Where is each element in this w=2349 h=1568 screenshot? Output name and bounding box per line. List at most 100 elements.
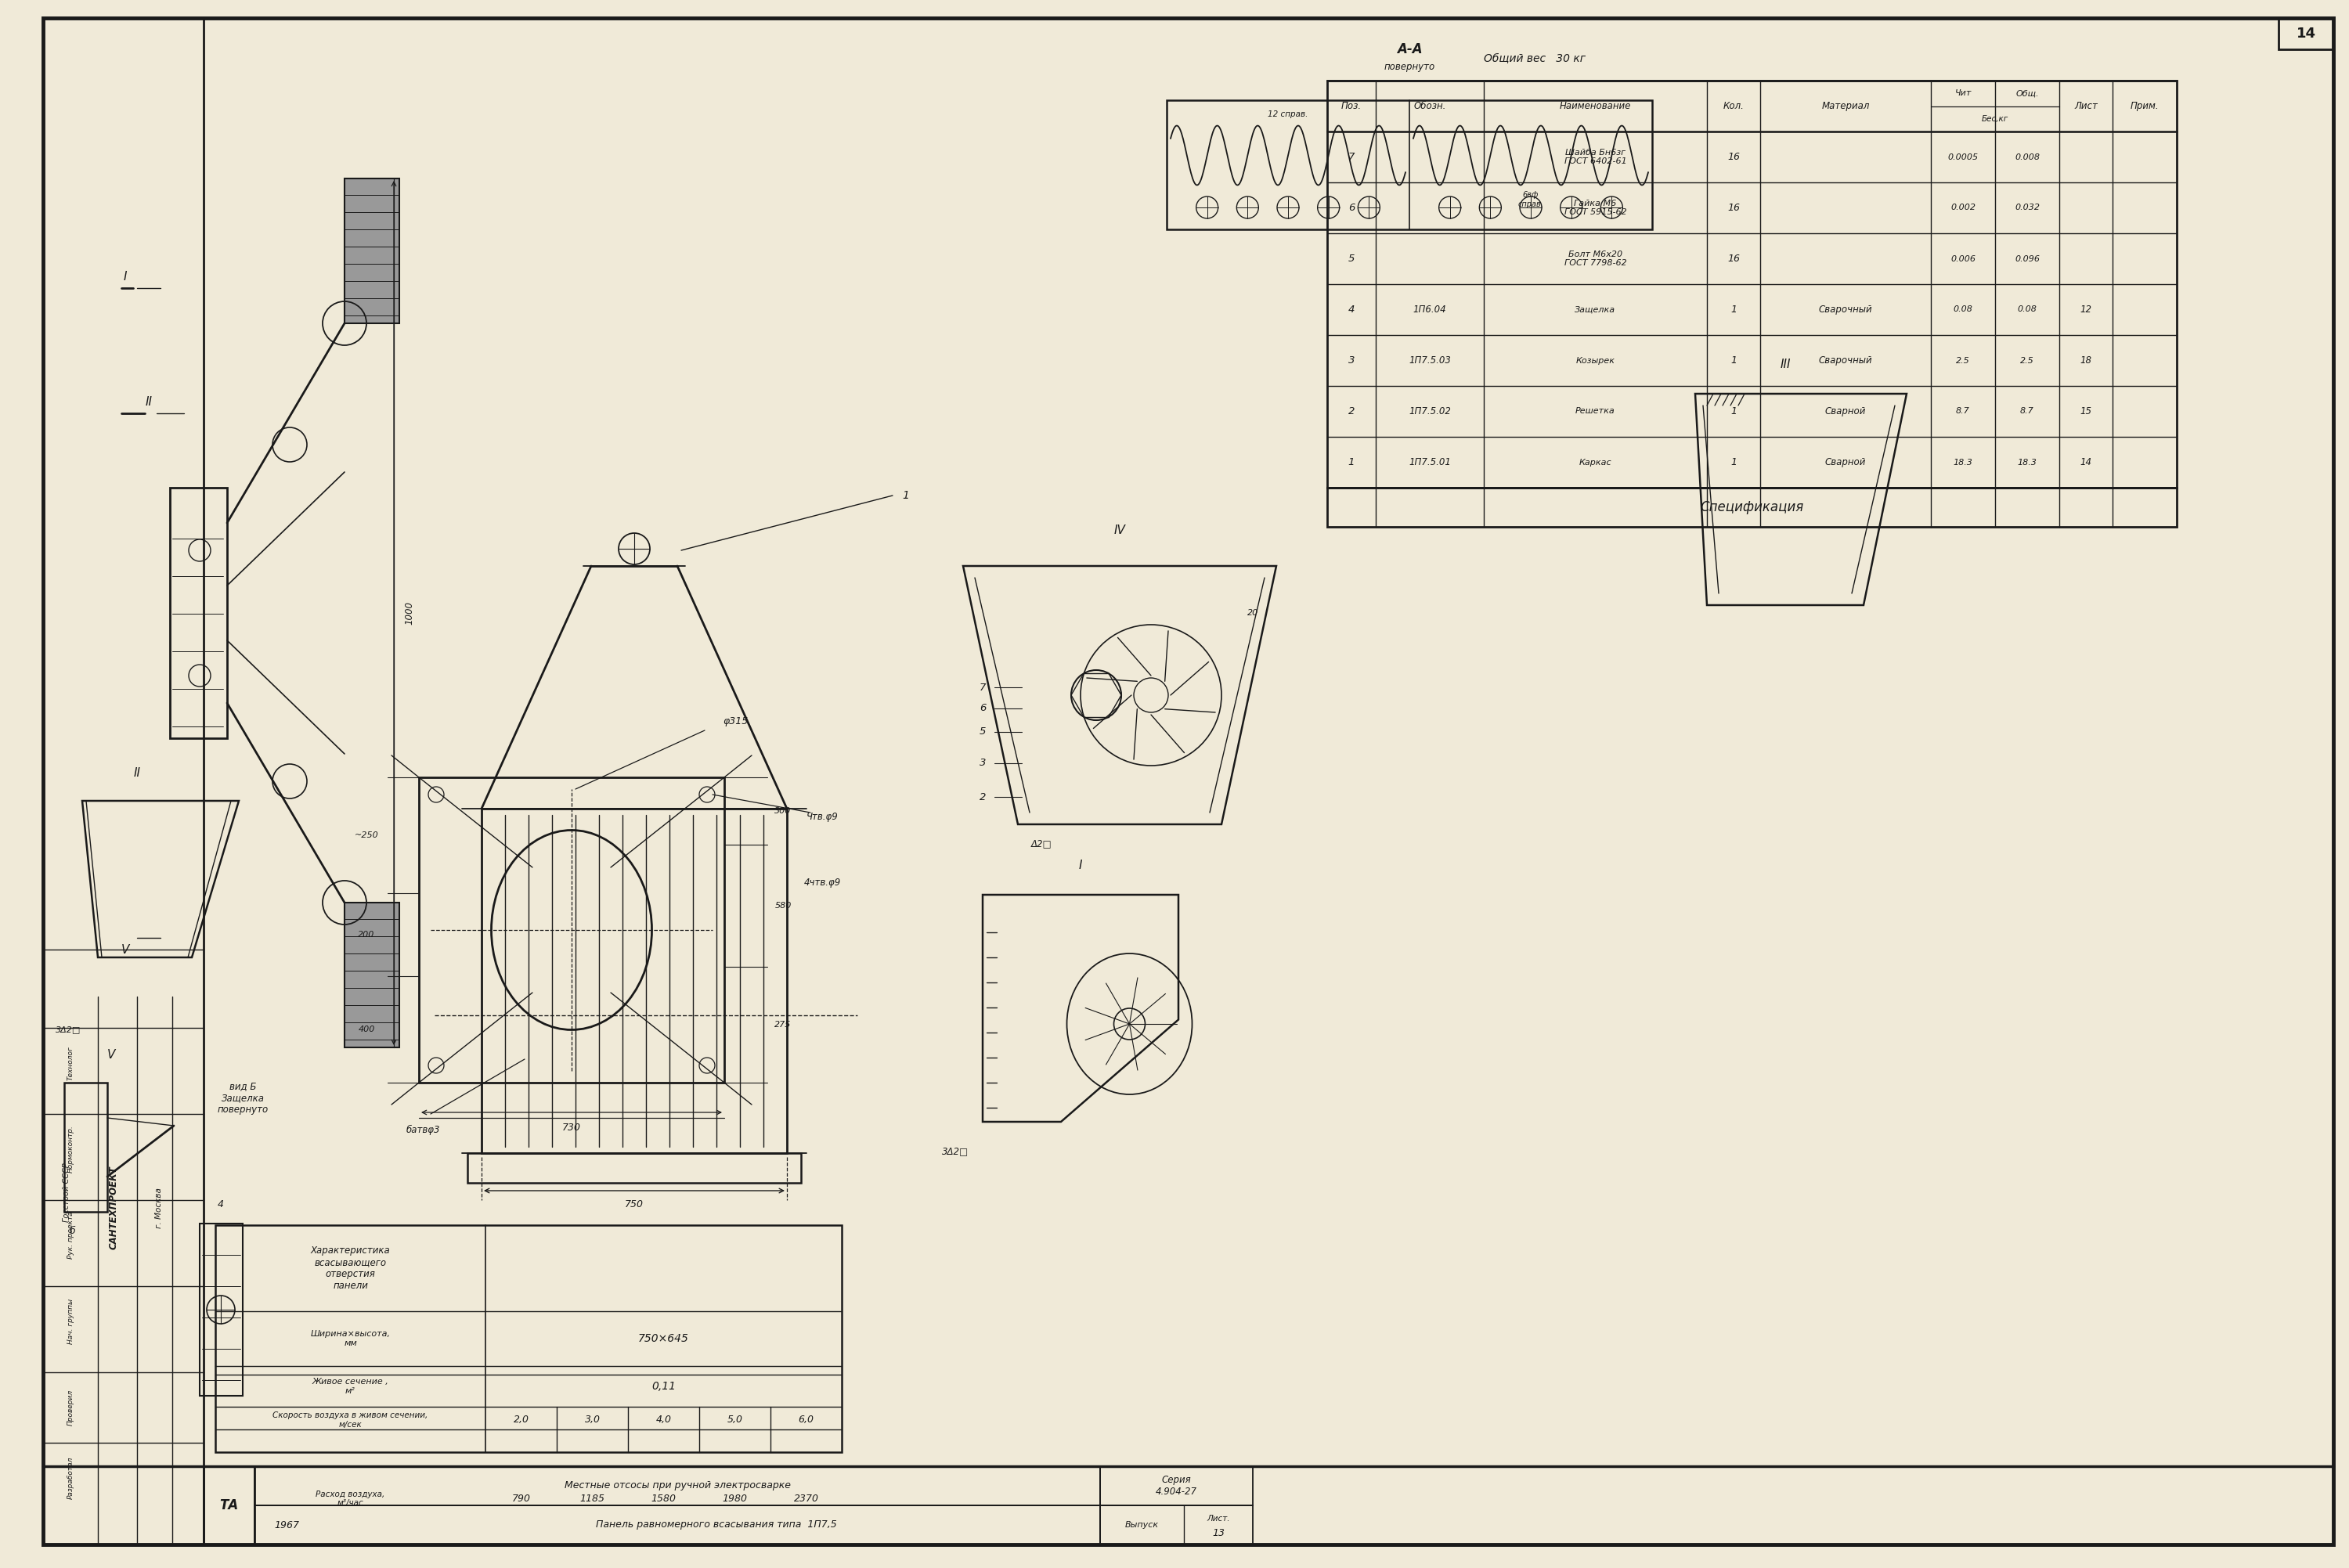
Text: φ315: φ315 [723, 717, 749, 726]
Text: батвφ3: батвφ3 [406, 1124, 439, 1135]
Text: 400: 400 [357, 1025, 376, 1033]
Bar [169, 488, 228, 739]
Text: 6: 6 [1348, 202, 1355, 213]
Text: САНТЕХПРОЕКТ: САНТЕХПРОЕКТ [108, 1167, 120, 1250]
Text: 7: 7 [980, 682, 987, 693]
Text: 1П7.5.01: 1П7.5.01 [1409, 458, 1452, 467]
Text: Выпуск: Выпуск [1125, 1521, 1158, 1529]
Text: повернуто: повернуто [1384, 63, 1435, 72]
Text: Наименование: Наименование [1560, 100, 1630, 111]
Text: 2.5: 2.5 [1957, 356, 1971, 364]
Text: Лист.: Лист. [1207, 1515, 1231, 1523]
Polygon shape [345, 179, 399, 323]
Text: Разработал: Разработал [68, 1457, 75, 1499]
Text: 0.08: 0.08 [2018, 306, 2037, 314]
Text: 2370: 2370 [794, 1494, 820, 1504]
Text: 14: 14 [2081, 458, 2091, 467]
Text: 750: 750 [625, 1200, 644, 1209]
Text: Болт М6х20
ГОСТ 7798-62: Болт М6х20 ГОСТ 7798-62 [1564, 251, 1626, 267]
Text: 14: 14 [2295, 27, 2316, 41]
Text: 1: 1 [1731, 356, 1736, 365]
Text: 4: 4 [218, 1200, 223, 1209]
Bar [200, 1223, 242, 1396]
Text: 1: 1 [902, 491, 909, 502]
Text: Сварной: Сварной [1825, 406, 1865, 417]
Text: Гайка М6
ГОСТ 5915-62: Гайка М6 ГОСТ 5915-62 [1564, 199, 1626, 216]
Text: Панель равномерного всасывания типа  1П7,5: Панель равномерного всасывания типа 1П7,… [597, 1519, 836, 1530]
Text: Решетка: Решетка [1576, 408, 1616, 416]
Text: 12: 12 [2081, 304, 2091, 315]
Text: 2: 2 [1348, 406, 1355, 417]
Text: Поз.: Поз. [1341, 100, 1362, 111]
Bar [482, 809, 787, 1152]
Bar [63, 1082, 108, 1212]
Text: 16: 16 [1727, 202, 1741, 213]
Text: Δ2□: Δ2□ [1031, 839, 1052, 848]
Text: 8.7: 8.7 [2020, 408, 2034, 416]
Text: 0.002: 0.002 [1950, 204, 1976, 212]
Text: 12 справ.: 12 справ. [1268, 110, 1308, 118]
Text: 6: 6 [980, 704, 987, 713]
Text: II: II [146, 395, 153, 408]
Text: 0.032: 0.032 [2015, 204, 2039, 212]
Text: б: б [68, 1226, 75, 1237]
Text: Общий вес   30 кг: Общий вес 30 кг [1485, 53, 1586, 64]
Text: 1П7.5.03: 1П7.5.03 [1409, 356, 1452, 365]
Bar [1327, 80, 2178, 488]
Text: ~250: ~250 [355, 831, 378, 839]
Text: 18: 18 [2081, 356, 2091, 365]
Text: 3,0: 3,0 [585, 1414, 601, 1425]
Text: Обозн.: Обозн. [1414, 100, 1447, 111]
Text: I: I [124, 270, 127, 282]
Text: 3Δ2□: 3Δ2□ [56, 1025, 80, 1033]
Bar [1327, 488, 2178, 527]
Text: Прим.: Прим. [2131, 100, 2159, 111]
Bar [216, 1225, 841, 1452]
Text: 1П7.5.02: 1П7.5.02 [1409, 406, 1452, 417]
Text: 0.008: 0.008 [2015, 154, 2039, 162]
Text: вид Б
Защелка
повернуто: вид Б Защелка повернуто [216, 1082, 268, 1115]
Text: Нач. группы: Нач. группы [68, 1298, 75, 1344]
Text: 20: 20 [1247, 608, 1259, 616]
Text: 0.08: 0.08 [1954, 306, 1973, 314]
Text: 1: 1 [1731, 304, 1736, 315]
Text: г. Москва: г. Москва [155, 1187, 162, 1228]
Text: А-А: А-А [1398, 42, 1421, 56]
Text: V: V [122, 944, 129, 955]
Text: 300: 300 [775, 808, 792, 815]
Text: 1967: 1967 [275, 1519, 298, 1530]
Text: 18.3: 18.3 [1954, 458, 1973, 466]
Bar [1099, 1505, 1252, 1544]
Bar [418, 778, 723, 1082]
Text: 750×645: 750×645 [639, 1333, 688, 1344]
Text: Сварочный: Сварочный [1818, 356, 1872, 365]
Text: 3: 3 [1348, 356, 1355, 365]
Bar [204, 1466, 254, 1544]
Text: Характеристика
всасывающего
отверстия
панели: Характеристика всасывающего отверстия па… [310, 1245, 390, 1290]
Text: Технолог: Технолог [68, 1046, 75, 1080]
Text: Скорость воздуха в живом сечении,
м/сек: Скорость воздуха в живом сечении, м/сек [272, 1411, 428, 1428]
Bar [254, 1505, 1099, 1544]
Bar [254, 1466, 1099, 1505]
Text: 16: 16 [1727, 254, 1741, 263]
Text: Нормоконтр.: Нормоконтр. [68, 1126, 75, 1173]
Text: 4чтв.φ9: 4чтв.φ9 [803, 878, 841, 887]
Text: 1580: 1580 [651, 1494, 677, 1504]
Text: III: III [1781, 358, 1790, 370]
Text: Сварочный: Сварочный [1818, 304, 1872, 315]
Text: 3: 3 [980, 759, 987, 768]
Bar [1099, 1466, 1252, 1505]
Text: Чит: Чит [1954, 89, 1971, 97]
Text: 13: 13 [1212, 1527, 1224, 1538]
Text: 1: 1 [1731, 406, 1736, 417]
Text: Чтв.φ9: Чтв.φ9 [806, 811, 839, 822]
Text: 730: 730 [561, 1123, 580, 1134]
Text: 1185: 1185 [580, 1494, 606, 1504]
Text: Общ.: Общ. [2015, 89, 2039, 97]
Text: 18.3: 18.3 [2018, 458, 2037, 466]
Text: Материал: Материал [1820, 100, 1870, 111]
Text: 6вф
справ.: 6вф справ. [1517, 191, 1543, 209]
Text: Расход воздуха,
м³/час: Расход воздуха, м³/час [315, 1490, 385, 1507]
Text: 2.5: 2.5 [2020, 356, 2034, 364]
Text: 2,0: 2,0 [514, 1414, 529, 1425]
